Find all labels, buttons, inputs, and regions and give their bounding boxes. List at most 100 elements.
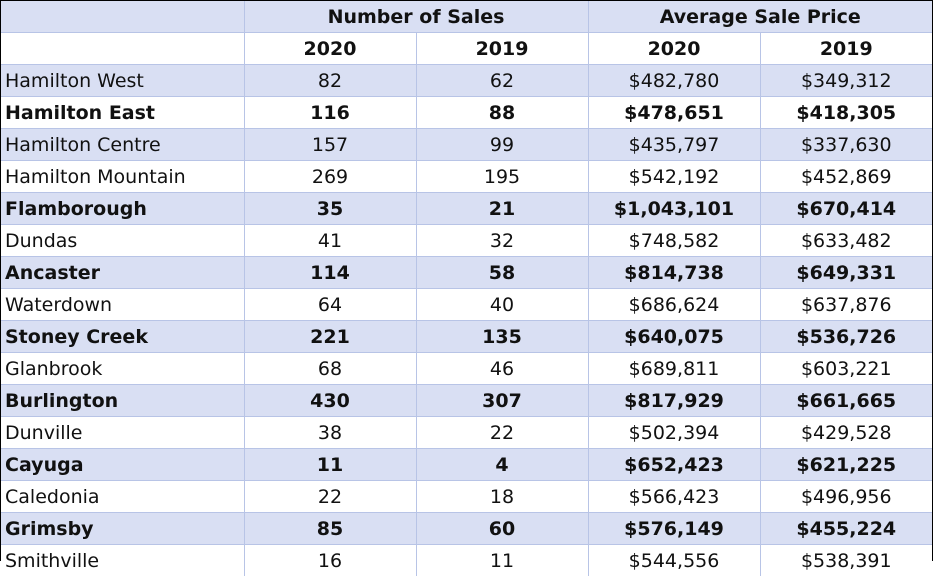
area-cell: Grimsby: [1, 513, 244, 545]
table-year-header-row: 2020 2019 2020 2019: [1, 33, 932, 65]
price-2019-cell: $349,312: [760, 65, 932, 97]
area-cell: Dunville: [1, 417, 244, 449]
price-2020-cell: $817,929: [588, 385, 760, 417]
sales-2019-cell: 18: [416, 481, 588, 513]
price-2020-cell: $502,394: [588, 417, 760, 449]
sales-2020-cell: 85: [244, 513, 416, 545]
price-2020-cell: $1,043,101: [588, 193, 760, 225]
sales-2020-cell: 430: [244, 385, 416, 417]
sales-2020-cell: 22: [244, 481, 416, 513]
area-cell: Hamilton Mountain: [1, 161, 244, 193]
sales-2020-cell: 157: [244, 129, 416, 161]
area-cell: Dundas: [1, 225, 244, 257]
sales-2020-cell: 11: [244, 449, 416, 481]
year-header-sales-2019: 2019: [416, 33, 588, 65]
sales-2019-cell: 60: [416, 513, 588, 545]
price-2020-cell: $478,651: [588, 97, 760, 129]
sales-2019-cell: 88: [416, 97, 588, 129]
sales-2019-cell: 40: [416, 289, 588, 321]
year-header-sales-2020: 2020: [244, 33, 416, 65]
price-2020-cell: $542,192: [588, 161, 760, 193]
sales-2019-cell: 62: [416, 65, 588, 97]
sales-2020-cell: 269: [244, 161, 416, 193]
sales-2020-cell: 35: [244, 193, 416, 225]
sales-2020-cell: 114: [244, 257, 416, 289]
price-2020-cell: $814,738: [588, 257, 760, 289]
area-cell: Glanbrook: [1, 353, 244, 385]
sales-2020-cell: 16: [244, 545, 416, 576]
sales-2019-cell: 4: [416, 449, 588, 481]
price-2020-cell: $640,075: [588, 321, 760, 353]
sales-table-frame: Number of Sales Average Sale Price 2020 …: [0, 0, 933, 561]
sales-2019-cell: 21: [416, 193, 588, 225]
area-cell: Cayuga: [1, 449, 244, 481]
price-2019-cell: $649,331: [760, 257, 932, 289]
table-group-header-row: Number of Sales Average Sale Price: [1, 1, 932, 33]
area-cell: Hamilton East: [1, 97, 244, 129]
area-cell: Hamilton West: [1, 65, 244, 97]
price-2020-cell: $689,811: [588, 353, 760, 385]
price-2019-cell: $337,630: [760, 129, 932, 161]
price-2020-cell: $435,797: [588, 129, 760, 161]
price-2019-cell: $603,221: [760, 353, 932, 385]
price-2019-cell: $496,956: [760, 481, 932, 513]
year-header-price-2020: 2020: [588, 33, 760, 65]
area-cell: Caledonia: [1, 481, 244, 513]
area-cell: Flamborough: [1, 193, 244, 225]
sales-2019-cell: 195: [416, 161, 588, 193]
area-header-cell: [1, 33, 244, 65]
group-header-price: Average Sale Price: [588, 1, 932, 33]
price-2020-cell: $686,624: [588, 289, 760, 321]
area-cell: Stoney Creek: [1, 321, 244, 353]
price-2020-cell: $652,423: [588, 449, 760, 481]
sales-2019-cell: 307: [416, 385, 588, 417]
price-2020-cell: $482,780: [588, 65, 760, 97]
sales-2020-cell: 82: [244, 65, 416, 97]
year-header-price-2019: 2019: [760, 33, 932, 65]
price-2020-cell: $566,423: [588, 481, 760, 513]
sales-2019-cell: 22: [416, 417, 588, 449]
sales-2019-cell: 58: [416, 257, 588, 289]
price-2019-cell: $452,869: [760, 161, 932, 193]
price-2019-cell: $633,482: [760, 225, 932, 257]
sales-2019-cell: 32: [416, 225, 588, 257]
price-2019-cell: $536,726: [760, 321, 932, 353]
area-cell: Smithville: [1, 545, 244, 576]
sales-2020-cell: 68: [244, 353, 416, 385]
area-cell: Burlington: [1, 385, 244, 417]
corner-cell: [1, 1, 244, 33]
price-2019-cell: $418,305: [760, 97, 932, 129]
price-2019-cell: $661,665: [760, 385, 932, 417]
area-cell: Hamilton Centre: [1, 129, 244, 161]
price-2019-cell: $670,414: [760, 193, 932, 225]
price-2020-cell: $748,582: [588, 225, 760, 257]
sales-2019-cell: 46: [416, 353, 588, 385]
sales-2020-cell: 221: [244, 321, 416, 353]
sales-2019-cell: 135: [416, 321, 588, 353]
sales-2019-cell: 11: [416, 545, 588, 576]
sales-2020-cell: 64: [244, 289, 416, 321]
price-2019-cell: $429,528: [760, 417, 932, 449]
area-cell: Waterdown: [1, 289, 244, 321]
price-2019-cell: $455,224: [760, 513, 932, 545]
area-cell: Ancaster: [1, 257, 244, 289]
sales-2020-cell: 38: [244, 417, 416, 449]
price-2019-cell: $621,225: [760, 449, 932, 481]
price-2019-cell: $637,876: [760, 289, 932, 321]
sales-2020-cell: 116: [244, 97, 416, 129]
